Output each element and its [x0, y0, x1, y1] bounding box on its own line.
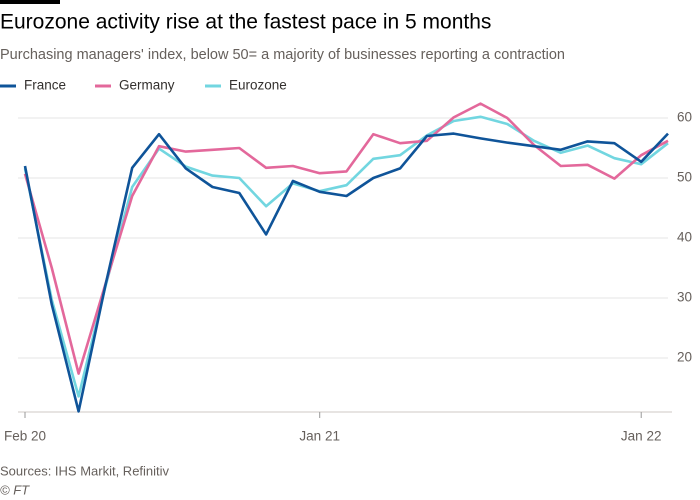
legend-label: France [24, 78, 66, 93]
chart-title: Eurozone activity rise at the fastest pa… [0, 11, 491, 34]
x-tick-label: Feb 20 [4, 429, 46, 444]
y-tick-label: 60 [677, 110, 692, 125]
legend-label: Germany [119, 78, 175, 93]
series-line [23, 102, 669, 375]
y-tick-label: 20 [677, 350, 692, 365]
y-tick-label: 50 [677, 170, 692, 185]
brand-bar [0, 0, 60, 4]
credit: © FT [0, 482, 30, 497]
chart-subtitle: Purchasing managers' index, below 50= a … [0, 47, 565, 63]
legend-label: Eurozone [229, 78, 287, 93]
series-line [23, 132, 669, 413]
source: Sources: IHS Markit, Refinitiv [0, 463, 170, 478]
series-line [23, 115, 669, 398]
y-tick-label: 40 [677, 230, 692, 245]
x-tick-label: Jan 22 [621, 429, 662, 444]
y-tick-label: 30 [677, 290, 692, 305]
x-tick-label: Jan 21 [299, 429, 340, 444]
